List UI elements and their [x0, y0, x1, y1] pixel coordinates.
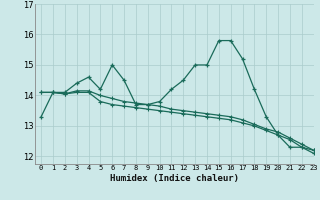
- X-axis label: Humidex (Indice chaleur): Humidex (Indice chaleur): [110, 174, 239, 183]
